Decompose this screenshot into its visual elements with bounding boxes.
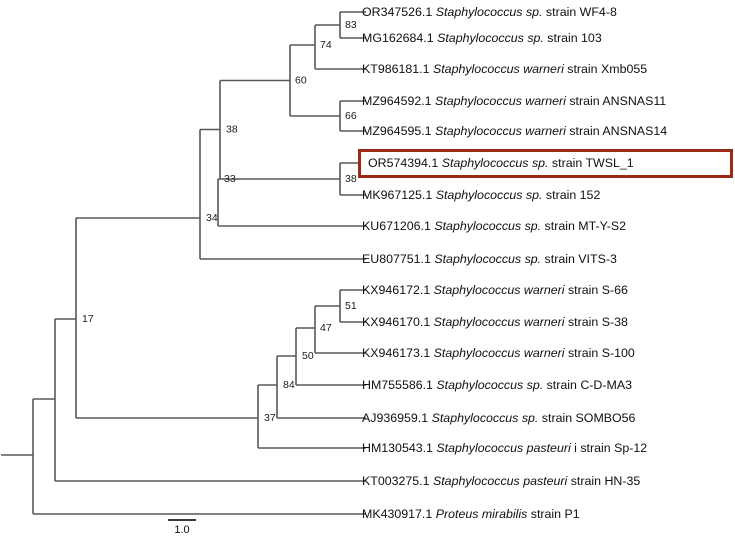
leaf-label-leaf-3: KT986181.1 Staphylococcus warneri strain… (362, 62, 647, 76)
leaf-label-leaf-13: HM755586.1 Staphylococcus sp. strain C-D… (362, 378, 632, 392)
strain-name: strain Xmb055 (563, 62, 648, 76)
bootstrap-value-33-node-33: 33 (224, 173, 236, 185)
accession: OR347526.1 (362, 5, 436, 19)
bootstrap-value-51-node-51: 51 (345, 300, 357, 312)
species-name: Staphylococcus warneri (432, 62, 564, 76)
strain-name: strain 103 (543, 31, 602, 45)
accession: HM130543.1 (362, 441, 437, 455)
branch-layer (1, 11, 366, 515)
strain-name: strain ANSNAS14 (565, 124, 668, 138)
accession: KT003275.1 (362, 474, 433, 488)
leaf-label-leaf-10: KX946172.1 Staphylococcus warneri strain… (362, 283, 628, 297)
leaf-label-leaf-14: AJ936959.1 Staphylococcus sp. strain SOM… (362, 411, 635, 425)
bootstrap-value-34-node-34: 34 (206, 212, 218, 224)
scale-bar-label: 1.0 (174, 524, 190, 536)
leaf-label-leaf-4: MZ964592.1 Staphylococcus warneri strain… (362, 94, 666, 108)
accession: MK430917.1 (362, 507, 436, 521)
accession: KX946172.1 (362, 283, 434, 297)
leaf-label-leaf-5: MZ964595.1 Staphylococcus warneri strain… (362, 124, 667, 138)
accession: AJ936959.1 (362, 411, 432, 425)
leaf-label-leaf-15: HM130543.1 Staphylococcus pasteuri i str… (362, 441, 647, 455)
species-name: Staphylococcus warneri (433, 346, 565, 360)
accession: KT986181.1 (362, 62, 433, 76)
strain-name: strain C-D-MA3 (543, 378, 632, 392)
strain-name: strain TWSL_1 (548, 156, 634, 170)
bootstrap-value-66-node-66: 66 (345, 110, 357, 122)
strain-name: strain S-66 (564, 283, 628, 297)
strain-name: strain VITS-3 (541, 252, 617, 266)
strain-name: strain SOMBO56 (538, 411, 636, 425)
leaf-label-leaf-12: KX946173.1 Staphylococcus warneri strain… (362, 346, 635, 360)
species-name: Staphylococcus sp. (441, 156, 549, 170)
scale-bar (168, 519, 196, 521)
bootstrap-value-50-node-50: 50 (302, 350, 314, 362)
species-name: Staphylococcus pasteuri (432, 474, 568, 488)
accession: KX946170.1 (362, 315, 434, 329)
strain-name: strain P1 (527, 507, 580, 521)
accession: MZ964592.1 (362, 94, 436, 108)
accession: KX946173.1 (362, 346, 434, 360)
species-name: Staphylococcus sp. (434, 219, 542, 233)
strain-name: strain ANSNAS11 (565, 94, 667, 108)
bootstrap-value-60-node-60: 60 (295, 74, 307, 86)
bootstrap-value-38-node-38b: 38 (345, 173, 357, 185)
leaf-label-leaf-7: MK967125.1 Staphylococcus sp. strain 152 (362, 188, 600, 202)
accession: OR574394.1 (368, 156, 442, 170)
bootstrap-value-83-node-83: 83 (345, 19, 357, 31)
strain-name: strain WF4-8 (542, 5, 617, 19)
accession: MG162684.1 (362, 31, 438, 45)
species-name: Staphylococcus warneri (433, 283, 565, 297)
species-name: Staphylococcus warneri (435, 94, 566, 108)
species-name: Staphylococcus sp. (435, 188, 543, 202)
species-name: Staphylococcus warneri (435, 124, 566, 138)
species-name: Staphylococcus sp. (434, 252, 542, 266)
highlight-box-leaf-6 (358, 149, 733, 178)
accession: MK967125.1 (362, 188, 436, 202)
leaf-label-leaf-17: MK430917.1 Proteus mirabilis strain P1 (362, 507, 580, 521)
leaf-label-leaf-1: OR347526.1 Staphylococcus sp. strain WF4… (362, 5, 617, 19)
bootstrap-value-74-node-74: 74 (320, 39, 332, 51)
species-name: Staphylococcus sp. (437, 31, 544, 45)
leaf-label-leaf-8: KU671206.1 Staphylococcus sp. strain MT-… (362, 219, 626, 233)
strain-name: strain HN-35 (567, 474, 641, 488)
accession: HM755586.1 (362, 378, 437, 392)
accession: KU671206.1 (362, 219, 435, 233)
leaf-label-leaf-9: EU807751.1 Staphylococcus sp. strain VIT… (362, 252, 617, 266)
strain-name: strain MT-Y-S2 (541, 219, 627, 233)
species-name: Staphylococcus sp. (431, 411, 539, 425)
leaf-label-leaf-16: KT003275.1 Staphylococcus pasteuri strai… (362, 474, 640, 488)
bootstrap-value-84-node-84: 84 (283, 379, 295, 391)
bootstrap-value-47-node-47: 47 (320, 322, 332, 334)
strain-name: strain 152 (542, 188, 601, 202)
bootstrap-label-layer: 83 74 66 60 38 38 33 34 51 47 50 84 37 17 (82, 19, 357, 424)
bootstrap-value-37-node-37: 37 (264, 412, 276, 424)
species-name: Proteus mirabilis (435, 507, 528, 521)
leaf-label-leaf-2: MG162684.1 Staphylococcus sp. strain 103 (362, 31, 602, 45)
bootstrap-value-38-node-38a: 38 (226, 123, 238, 135)
leaf-label-leaf-6: OR574394.1 Staphylococcus sp. strain TWS… (368, 156, 634, 170)
strain-name: i strain Sp-12 (570, 441, 648, 455)
species-name: Staphylococcus warneri (433, 315, 565, 329)
species-name: Staphylococcus pasteuri (436, 441, 571, 455)
species-name: Staphylococcus sp. (435, 5, 543, 19)
strain-name: strain S-38 (564, 315, 628, 329)
accession: EU807751.1 (362, 252, 435, 266)
strain-name: strain S-100 (564, 346, 635, 360)
accession: MZ964595.1 (362, 124, 436, 138)
species-name: Staphylococcus sp. (436, 378, 544, 392)
leaf-label-leaf-11: KX946170.1 Staphylococcus warneri strain… (362, 315, 628, 329)
bootstrap-value-17-node-17: 17 (82, 313, 94, 325)
